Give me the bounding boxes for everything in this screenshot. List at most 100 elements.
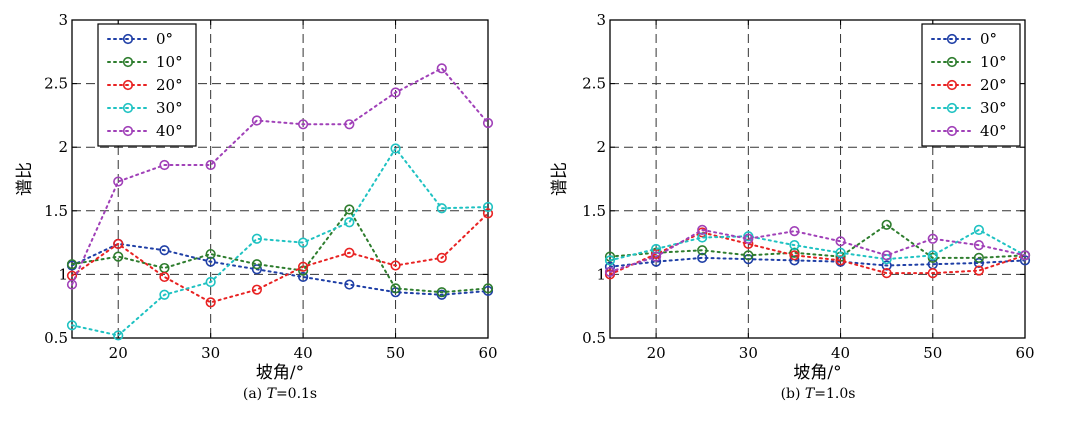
- data-point: [205, 248, 216, 260]
- data-point: [159, 289, 170, 300]
- x-tick-label: 30: [739, 344, 758, 362]
- legend-swatch-marker: [946, 79, 958, 91]
- legend-label: 20°: [980, 76, 1007, 94]
- legend-swatch-marker: [122, 33, 134, 45]
- y-tick-label: 3: [596, 11, 606, 29]
- data-point: [298, 271, 309, 283]
- caption-var: T: [267, 386, 278, 402]
- data-point: [205, 297, 216, 308]
- data-point: [651, 243, 662, 255]
- legend-swatch-marker: [122, 102, 134, 114]
- legend-item: 0°: [931, 30, 997, 48]
- data-point: [835, 247, 846, 258]
- legend-label: 20°: [156, 76, 183, 94]
- data-point: [251, 115, 262, 126]
- data-point: [436, 63, 447, 74]
- legend-label: 30°: [980, 99, 1007, 117]
- chart-panel-b: 20 30 40 50 60 0.5 1 1.5 2 2.5 3 坡角/° 谱比 0° 10° 20° 30° 4…: [550, 11, 1035, 402]
- data-point: [344, 204, 355, 215]
- data-point: [697, 245, 708, 256]
- data-point: [697, 232, 708, 243]
- data-point: [835, 255, 846, 266]
- y-tick-label: 2.5: [582, 75, 606, 93]
- data-point: [881, 250, 892, 261]
- legend-item: 0°: [107, 30, 173, 48]
- legend-item: 30°: [931, 99, 1007, 117]
- data-point: [973, 224, 984, 235]
- data-point: [390, 143, 401, 154]
- data-point: [298, 119, 309, 130]
- data-point: [604, 266, 616, 277]
- legend-label: 40°: [980, 122, 1007, 140]
- data-point: [973, 252, 984, 263]
- data-point: [251, 284, 262, 295]
- data-point: [927, 250, 938, 261]
- data-point: [113, 330, 124, 341]
- legend-label: 10°: [980, 53, 1007, 71]
- series-line: [609, 228, 1026, 262]
- series-4: [66, 63, 494, 290]
- data-point: [298, 237, 309, 248]
- data-point: [789, 250, 800, 261]
- legend-item: 10°: [107, 53, 183, 71]
- subplot-caption: (b) T=1.0s: [781, 386, 856, 402]
- series-0: [604, 252, 1031, 272]
- axes-frame: [609, 19, 1026, 339]
- data-point: [482, 208, 494, 219]
- series-line: [609, 231, 1026, 276]
- legend-item: 40°: [931, 122, 1007, 140]
- data-point: [743, 238, 754, 249]
- data-point: [344, 119, 355, 130]
- y-tick-label: 0.5: [582, 329, 606, 347]
- caption-value: =0.1s: [276, 386, 317, 402]
- data-point: [697, 252, 708, 263]
- series-line: [71, 242, 489, 296]
- caption-value: =1.0s: [814, 386, 855, 402]
- data-point: [927, 233, 938, 244]
- caption-label: (a): [243, 386, 267, 402]
- legend-swatch-marker: [946, 56, 958, 68]
- series-3: [66, 143, 494, 341]
- y-tick-label: 0.5: [44, 329, 68, 347]
- series-line: [609, 223, 1026, 259]
- axes-frame: [71, 19, 489, 339]
- caption-label: (b): [781, 386, 805, 402]
- data-point: [743, 233, 754, 244]
- data-point: [205, 159, 216, 171]
- data-point: [390, 260, 401, 271]
- data-point: [159, 159, 170, 171]
- legend-item: 20°: [931, 76, 1007, 94]
- data-point: [251, 264, 262, 275]
- data-point: [482, 283, 494, 294]
- x-tick-label: 40: [294, 344, 313, 362]
- legend-swatch-marker: [122, 79, 134, 91]
- x-tick-label: 20: [647, 344, 666, 362]
- x-tick-label: 50: [386, 344, 405, 362]
- data-point: [344, 279, 355, 290]
- data-point: [205, 276, 216, 288]
- x-tick-label: 20: [109, 344, 128, 362]
- x-tick-label: 30: [201, 344, 220, 362]
- legend-swatch-marker: [122, 125, 134, 137]
- y-tick-label: 2: [58, 138, 68, 156]
- y-tick-label: 2: [596, 138, 606, 156]
- data-point: [482, 201, 494, 213]
- data-point: [1019, 250, 1031, 261]
- legend-swatch-marker: [122, 56, 134, 68]
- data-point: [344, 217, 355, 228]
- series-4: [604, 224, 1031, 277]
- data-point: [390, 87, 401, 98]
- data-point: [113, 176, 124, 187]
- legend-label: 0°: [156, 30, 173, 48]
- x-axis-label: 坡角/°: [793, 363, 841, 383]
- legend-label: 30°: [156, 99, 183, 117]
- data-point: [482, 117, 494, 129]
- x-tick-label: 50: [923, 344, 942, 362]
- y-axis-label: 谱比: [15, 162, 35, 196]
- y-tick-label: 1.5: [44, 202, 68, 220]
- legend-swatch-marker: [946, 102, 958, 114]
- y-tick-label: 1.5: [582, 202, 606, 220]
- legend-label: 10°: [156, 53, 183, 71]
